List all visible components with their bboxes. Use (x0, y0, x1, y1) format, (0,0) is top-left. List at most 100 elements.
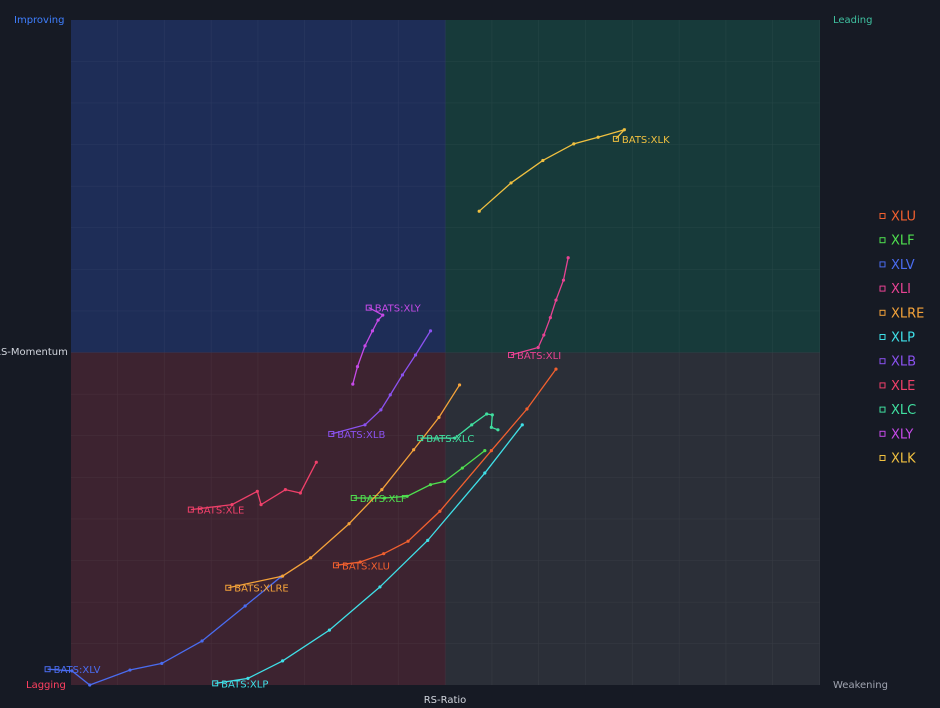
trail-point (426, 538, 430, 542)
trail-point (438, 509, 442, 513)
y-axis-label: RS-Momentum (0, 347, 68, 358)
trail-point (255, 489, 259, 493)
trail-point (380, 488, 384, 492)
trail-point (200, 639, 204, 643)
trail-point (509, 181, 513, 185)
trail-point (428, 483, 433, 487)
trail-point (309, 556, 313, 560)
head-point (328, 430, 335, 437)
legend-swatch (879, 237, 886, 244)
legend-label: XLK (891, 452, 916, 467)
legend-swatch (879, 261, 886, 268)
trail (228, 384, 461, 589)
trail-point (541, 158, 545, 163)
legend-swatch (879, 430, 886, 437)
trail-point (70, 669, 74, 673)
trail-point (442, 479, 447, 483)
grid (71, 20, 820, 685)
legend-label: XLC (891, 403, 916, 418)
trail-point (542, 333, 546, 337)
point-label: BATS:XLB (337, 430, 385, 441)
trail-point (561, 278, 566, 282)
trail-point (453, 436, 457, 440)
trail-point (437, 415, 441, 419)
trail-point (496, 428, 500, 432)
trail-point (370, 329, 375, 333)
head-point (350, 494, 357, 501)
x-axis-label: RS-Ratio (424, 695, 467, 706)
legend-swatch (879, 455, 886, 461)
trail-point (355, 365, 360, 369)
legend-swatch (879, 358, 886, 365)
trail-point (489, 425, 493, 429)
trail-point (314, 460, 318, 464)
trail-point (347, 522, 351, 526)
legend-swatch (879, 406, 886, 413)
legend-label: XLI (891, 282, 911, 297)
trail-point (490, 413, 494, 417)
legend-swatch (879, 285, 886, 292)
trail-point (554, 367, 558, 371)
point-label: BATS:XLU (342, 561, 390, 572)
trail-point (379, 408, 383, 412)
trail-point (363, 423, 367, 427)
trail-point (460, 466, 464, 470)
trail-point (596, 135, 600, 139)
trail-point (283, 488, 288, 492)
point-label: BATS:XLE (197, 506, 245, 517)
trail-point (246, 676, 250, 680)
trail-point (412, 448, 416, 452)
trail-point (400, 373, 405, 377)
trail-point (280, 574, 285, 578)
trail-point (388, 393, 392, 397)
trail-point (243, 604, 247, 608)
trail-point (406, 539, 410, 543)
legend-swatch (879, 382, 886, 389)
legend-label: XLB (891, 355, 916, 370)
trail-point (572, 142, 576, 146)
trail (215, 424, 523, 684)
head-point (225, 584, 232, 591)
trail-point (520, 423, 524, 427)
plot: BATS:XLU BATS:XLF BATS:XLV BATS:XLI BATS:XLR… (44, 128, 670, 690)
trail (335, 368, 557, 566)
point-label: BATS:XLRE (234, 584, 288, 595)
trail-point (413, 353, 418, 357)
trail-point (88, 683, 92, 687)
legend-label: XLF (891, 234, 915, 249)
point-label: BATS:XLK (622, 135, 670, 146)
point-label: BATS:XLC (426, 434, 474, 445)
legend-label: XLRE (891, 306, 924, 321)
trail-point (128, 668, 132, 672)
trail-point (428, 329, 433, 333)
trail-point (298, 491, 302, 495)
trail-point (470, 423, 474, 427)
trail-point (622, 128, 626, 132)
trail-point (525, 407, 529, 411)
head-point (365, 304, 372, 311)
trail-point (485, 412, 489, 416)
legend-swatch (879, 213, 886, 219)
quadrant-label: Lagging (26, 680, 66, 691)
head-point (212, 680, 219, 687)
head-point (417, 435, 424, 442)
trail-point (457, 383, 462, 387)
head-point (187, 506, 194, 513)
quadrant-label: Leading (833, 15, 873, 26)
legend-swatch (879, 309, 886, 316)
head-point (508, 351, 515, 358)
trail-point (477, 209, 481, 213)
trail-point (327, 628, 332, 632)
trail-point (280, 659, 285, 663)
trail-point (381, 313, 385, 317)
head-point (332, 562, 339, 569)
legend-label: XLY (891, 427, 913, 442)
quadrant-label: Improving (14, 15, 64, 26)
point-label: BATS:XLV (54, 665, 101, 676)
trail-point (489, 448, 493, 453)
trail-point (358, 560, 362, 564)
quadrant-label: Weakening (833, 680, 888, 691)
trail-point (363, 344, 367, 348)
point-label: BATS:XLY (375, 304, 422, 315)
